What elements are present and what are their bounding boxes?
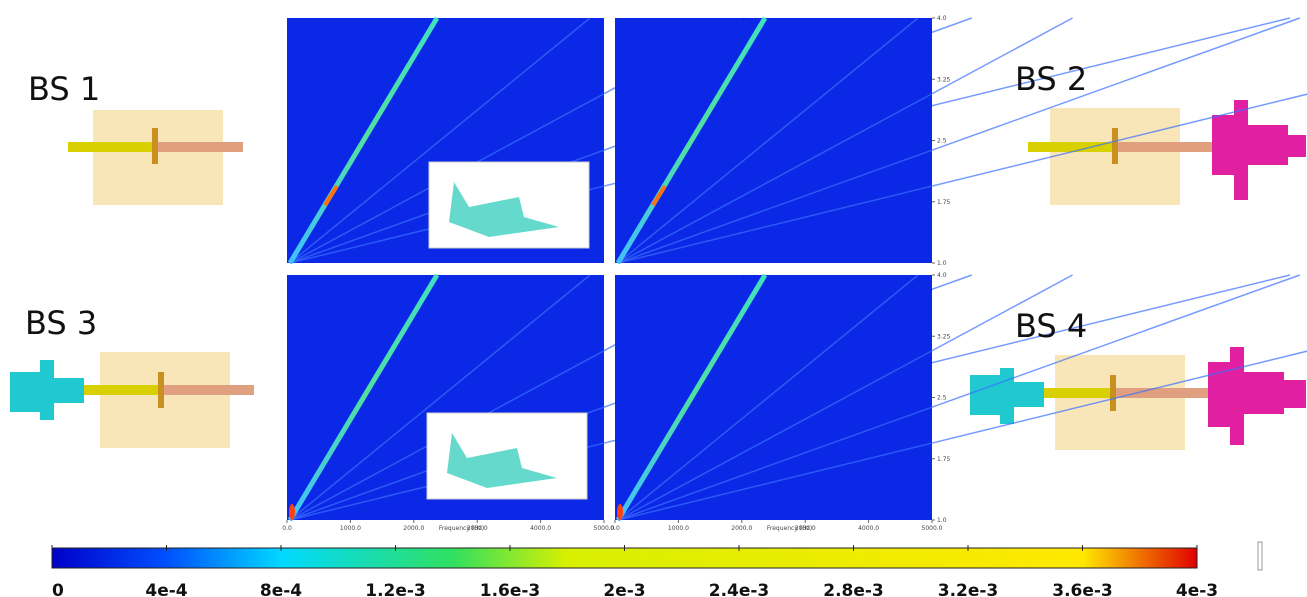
x-tick-label: 5000.0 (922, 525, 943, 532)
x-tick-label: 2000.0 (403, 525, 424, 532)
order-ridge (287, 16, 440, 265)
colorbar-tick-label: 1.2e-3 (365, 581, 426, 597)
x-tick-label: 0.0 (610, 525, 620, 532)
harmonic (289, 274, 591, 521)
colorbar-tick-label: 8e-4 (260, 581, 302, 597)
colorbar-tick-label: 1.6e-3 (480, 581, 541, 597)
harmonic (617, 17, 919, 264)
colorbar-tick-label: 0 (52, 581, 64, 597)
x-tick-label: 1000.0 (668, 525, 689, 532)
x-axis-label: Frequency (Hz) (439, 525, 484, 532)
y-tick-label: 4.0 (937, 15, 947, 22)
x-tick-label: 4000.0 (858, 525, 879, 532)
x-tick-label: 3000.0 (795, 525, 816, 532)
x-tick-label: 5000.0 (594, 525, 615, 532)
panel-label: BS 1 (28, 70, 100, 108)
harmonic (617, 17, 1073, 264)
x-tick-label: 4000.0 (530, 525, 551, 532)
y-tick-label: 1.75 (937, 199, 951, 206)
harmonic (617, 93, 1307, 264)
inset-surface (447, 433, 557, 488)
y-tick-label: 3.25 (937, 76, 951, 83)
order-ridge (287, 273, 440, 522)
y-tick-label: 1.0 (937, 260, 947, 267)
order-ridge (615, 16, 768, 265)
colorbar-tick-label: 3.2e-3 (938, 581, 999, 597)
panel-label: BS 4 (1015, 307, 1087, 345)
panel-label: BS 2 (1015, 60, 1087, 98)
colorbar-tick-label: 2.4e-3 (709, 581, 770, 597)
illustrations (10, 100, 1306, 450)
inset-surface (449, 182, 559, 237)
machine-bs2 (1028, 100, 1306, 205)
machine-bs1 (68, 110, 243, 205)
x-tick-label: 0.0 (282, 525, 292, 532)
hot-spot (651, 184, 667, 207)
hot-spot (617, 504, 623, 520)
harmonic (617, 274, 919, 521)
y-tick-label: 4.0 (937, 272, 947, 279)
colorbar-tick-label: 2.8e-3 (823, 581, 884, 597)
x-tick-label: 3000.0 (467, 525, 488, 532)
x-tick-label: 2000.0 (731, 525, 752, 532)
y-tick-label: 3.25 (937, 333, 951, 340)
y-tick-label: 1.75 (937, 456, 951, 463)
colorbar-tick-label: 4e-4 (145, 581, 187, 597)
colorbar-tick-label: 4e-3 (1176, 581, 1218, 597)
y-tick-label: 2.5 (937, 138, 947, 145)
x-axis-label: Frequency (Hz) (767, 525, 812, 532)
y-tick-label: 2.5 (937, 395, 947, 402)
x-tick-label: 1000.0 (340, 525, 361, 532)
panel-label: BS 3 (25, 304, 97, 342)
machine-bs3 (10, 352, 254, 448)
hot-spot (289, 504, 295, 520)
harmonic (289, 17, 591, 264)
harmonic (617, 17, 1301, 264)
order-ridge (615, 273, 768, 522)
harmonic (617, 274, 1073, 521)
harmonic (617, 350, 1307, 521)
harmonic (617, 274, 1301, 521)
y-tick-label: 1.0 (937, 517, 947, 524)
colorbar-tick-label: 2e-3 (603, 581, 645, 597)
colorbar-tick-label: 3.6e-3 (1052, 581, 1113, 597)
handle (1257, 541, 1263, 571)
machine-bs4 (970, 347, 1306, 450)
hot-spot (323, 184, 339, 207)
